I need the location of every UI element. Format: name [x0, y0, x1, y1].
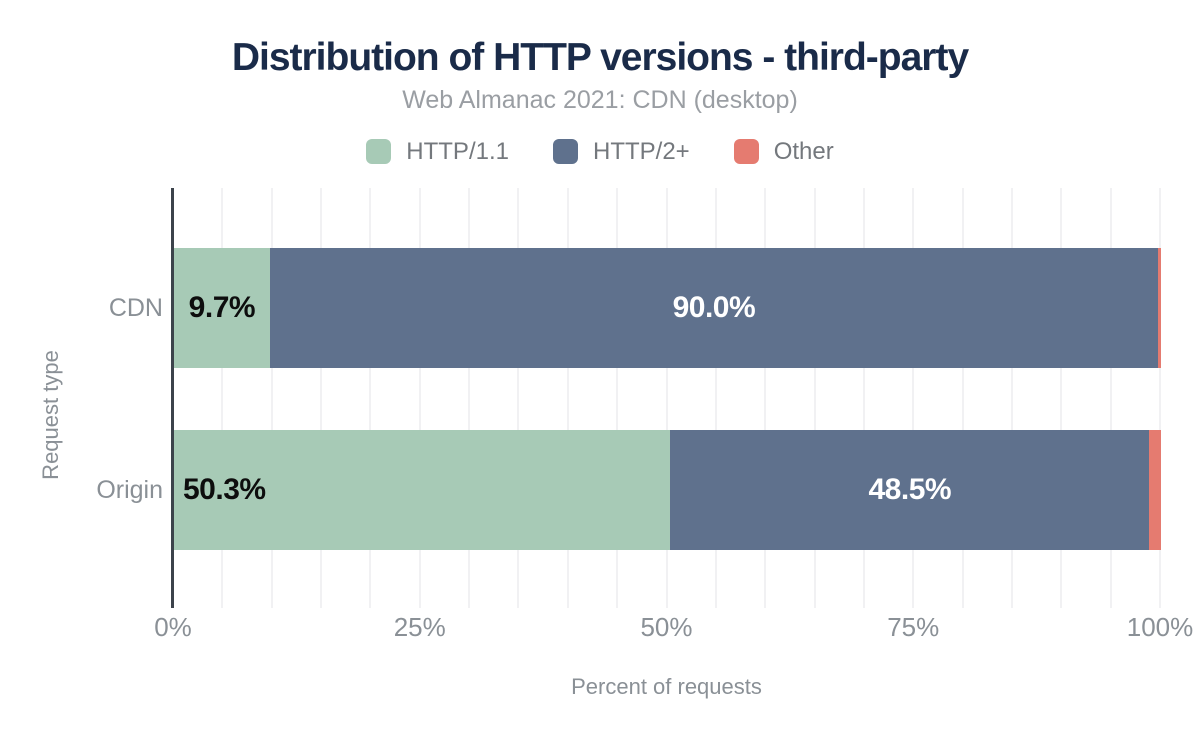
- category-label-origin: Origin: [96, 476, 163, 504]
- legend-item-0: HTTP/1.1: [366, 137, 509, 165]
- x-axis-title: Percent of requests: [571, 674, 762, 699]
- gridline: [912, 188, 915, 608]
- bar-segment: 9.7%: [174, 248, 270, 368]
- x-tick-label: 75%: [887, 612, 940, 642]
- bar-segment: [1158, 248, 1161, 368]
- legend-item-2: Other: [733, 137, 834, 165]
- chart-subtitle: Web Almanac 2021: CDN (desktop): [402, 86, 798, 114]
- gridline: [270, 188, 273, 608]
- gridline: [468, 188, 471, 608]
- legend-item-1: HTTP/2+: [552, 137, 690, 165]
- legend-swatch-icon: [552, 138, 578, 164]
- gridline: [961, 188, 964, 608]
- legend-swatch-icon: [366, 138, 392, 164]
- legend-label: HTTP/2+: [592, 137, 690, 165]
- gridline: [813, 188, 816, 608]
- legend-swatch-icon: [733, 138, 759, 164]
- gridline: [862, 188, 865, 608]
- gridline: [1060, 188, 1063, 608]
- gridline: [616, 188, 619, 608]
- bar-value-label: 9.7%: [188, 291, 256, 324]
- gridline: [221, 188, 224, 608]
- plot-area: 9.7% 90.0% 50.3% 48.5%: [171, 188, 1161, 608]
- gridline: [369, 188, 372, 608]
- legend: HTTP/1.1 HTTP/2+ Other: [0, 136, 1200, 166]
- x-tick-label: 100%: [1126, 612, 1194, 642]
- gridline: [320, 188, 323, 608]
- gridline: [566, 188, 569, 608]
- gridline: [714, 188, 717, 608]
- y-axis-title: Request type: [38, 350, 63, 480]
- gridline: [1109, 188, 1112, 608]
- bar-value-label: 48.5%: [868, 473, 952, 506]
- gridline: [665, 188, 668, 608]
- bar-segment: 48.5%: [670, 430, 1150, 550]
- y-axis-line: [171, 188, 174, 608]
- bar-row-cdn: 9.7% 90.0%: [174, 248, 1161, 368]
- bar-value-label: 90.0%: [672, 291, 756, 324]
- legend-label: HTTP/1.1: [406, 137, 509, 165]
- gridline: [517, 188, 520, 608]
- gridline: [764, 188, 767, 608]
- bar-value-label: 50.3%: [183, 473, 266, 506]
- x-tick-label: 0%: [154, 612, 192, 642]
- gridline: [418, 188, 421, 608]
- bar-segment: [1149, 430, 1161, 550]
- bar-segment: 50.3%: [174, 430, 671, 550]
- gridline: [1159, 188, 1161, 608]
- chart-title: Distribution of HTTP versions - third-pa…: [231, 36, 969, 79]
- bar-row-origin: 50.3% 48.5%: [174, 430, 1161, 550]
- x-tick-label: 50%: [640, 612, 693, 642]
- category-label-cdn: CDN: [108, 294, 163, 322]
- legend-label: Other: [773, 137, 834, 165]
- x-tick-label: 25%: [393, 612, 446, 642]
- gridline: [1010, 188, 1013, 608]
- bar-segment: 90.0%: [269, 248, 1159, 368]
